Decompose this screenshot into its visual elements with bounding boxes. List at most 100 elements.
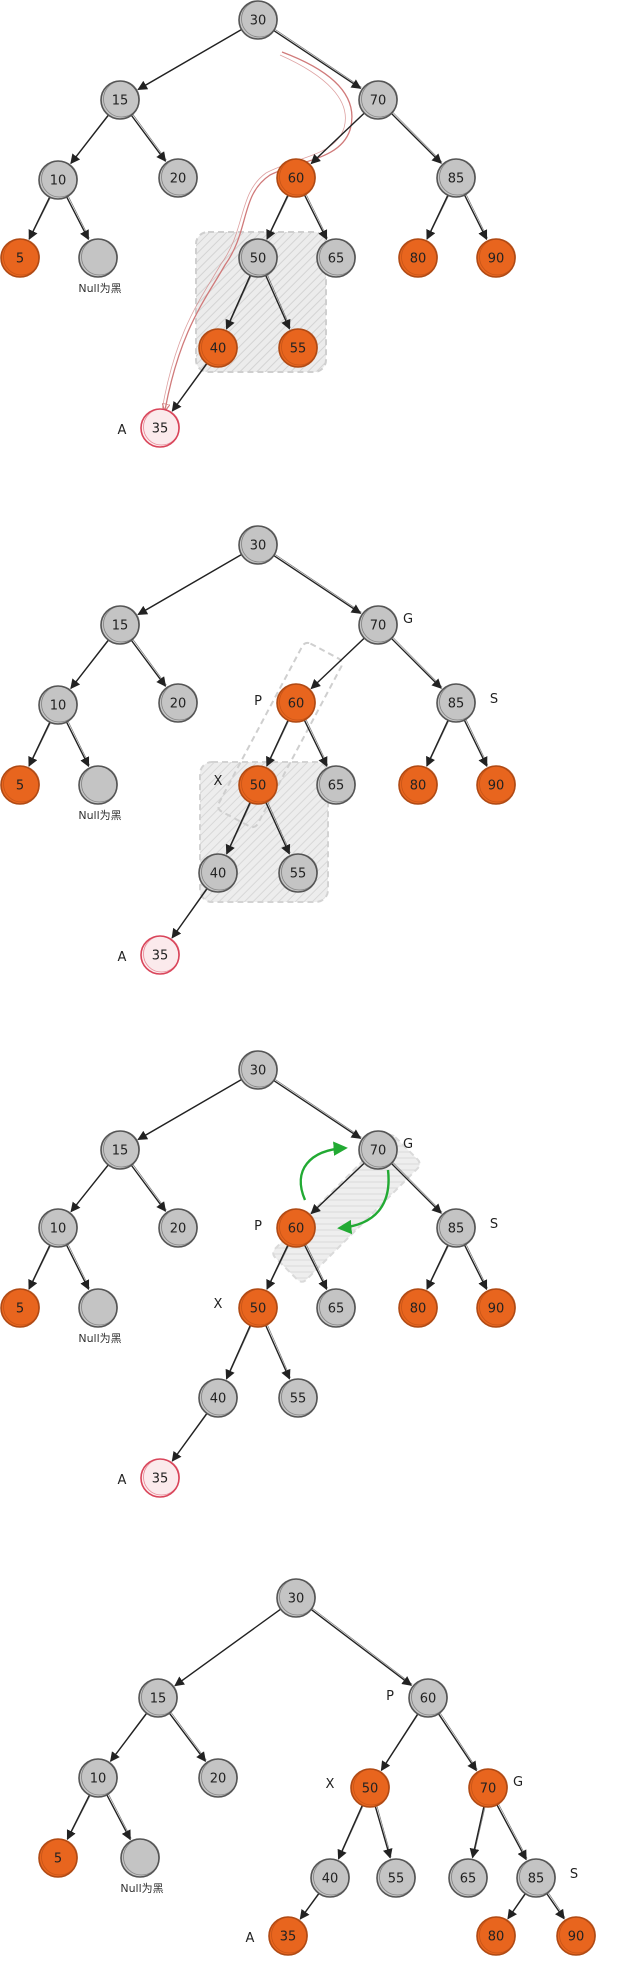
- tree-node-n55: 55: [278, 853, 318, 893]
- node-sketch-ring: [319, 1288, 356, 1326]
- node-sketch-ring: [143, 1458, 180, 1496]
- node-label: 10: [50, 174, 67, 189]
- edge-n10-n5: [66, 1794, 91, 1841]
- edge-n60-n65: [303, 194, 328, 241]
- edge-n10-n5: [28, 1244, 51, 1290]
- edge-sketch-n70-n85: [498, 1803, 528, 1859]
- edge-sketch-n60-n50: [267, 719, 290, 766]
- node-sketch-ring: [319, 238, 356, 276]
- node-label: 55: [388, 1872, 405, 1887]
- role-label-a: A: [118, 1473, 127, 1488]
- edge-sketch-n15-n10: [71, 113, 111, 163]
- tree-node-n35: 35: [140, 935, 180, 975]
- node-sketch-ring: [161, 1208, 198, 1246]
- tree-node-n80: 80: [476, 1916, 516, 1956]
- role-label-x: X: [214, 774, 223, 789]
- edge-sketch-n50-n40: [227, 801, 252, 854]
- tree-node-n80: 80: [398, 765, 438, 805]
- tree-node-n50: 50: [238, 1288, 278, 1328]
- edge-sketch-n40-n35: [173, 1412, 209, 1461]
- node-label: 80: [410, 1302, 427, 1317]
- node-label: 85: [448, 172, 465, 187]
- edges-step-4: [66, 1607, 566, 1920]
- edge-n60-n65: [303, 719, 328, 768]
- edge-n85-n90: [463, 194, 488, 241]
- edge-n70-n85: [390, 112, 442, 164]
- tree-node-null: Null为黑: [78, 1288, 122, 1345]
- node-label: 15: [112, 619, 129, 634]
- edge-sketch-n30-n70: [275, 1079, 362, 1138]
- edge-sketch-n10-null: [67, 720, 90, 766]
- node-label: 80: [488, 1930, 505, 1945]
- node-sketch-ring: [479, 765, 516, 803]
- node-sketch-ring: [281, 1378, 318, 1416]
- node-circle: [120, 1838, 160, 1878]
- highlight-box-step2-diag: [217, 641, 343, 829]
- tree-node-n60: 60: [276, 683, 316, 723]
- nodes-step-1: 30 15 70 10 20 60 85 5 Null为黑 50 65 80 90 40 55 35 A: [0, 0, 516, 448]
- edge-n30-n60: [310, 1608, 413, 1686]
- edge-sketch-n85-n90: [465, 718, 489, 766]
- tree-node-n55: 55: [376, 1858, 416, 1898]
- node-sketch-ring: [361, 1130, 398, 1168]
- node-sketch-ring: [281, 853, 318, 891]
- edge-n50-n40: [225, 275, 251, 330]
- tree-node-n70: 70: [468, 1768, 508, 1808]
- node-label: 5: [16, 1302, 24, 1317]
- edge-n85-n90: [546, 1893, 565, 1920]
- tree-node-n10: 10: [38, 160, 78, 200]
- edge-sketch-n10-null: [67, 195, 90, 239]
- node-label: 30: [250, 539, 267, 554]
- node-sketch-ring: [361, 80, 398, 118]
- tree-node-n15: 15: [100, 605, 140, 645]
- node-label: 15: [150, 1692, 167, 1707]
- tree-node-n10: 10: [38, 1208, 78, 1248]
- edge-n60-n50: [380, 1713, 419, 1772]
- node-sketch-ring: [471, 1768, 508, 1806]
- tree-node-n20: 20: [158, 683, 198, 723]
- node-sketch-ring: [81, 238, 118, 276]
- node-label: 55: [290, 342, 307, 357]
- node-label: 35: [152, 422, 169, 437]
- edge-sketch-n50-n40: [227, 274, 253, 328]
- node-label: 85: [448, 697, 465, 712]
- node-label: 50: [362, 1782, 379, 1797]
- edge-n85-n80: [426, 719, 449, 767]
- null-label: Null为黑: [78, 282, 121, 295]
- node-label: 60: [420, 1692, 437, 1707]
- node-sketch-ring: [451, 1858, 488, 1896]
- node-sketch-ring: [41, 685, 78, 723]
- tree-node-n40: 40: [198, 328, 238, 368]
- edge-n10-null: [106, 1794, 131, 1841]
- node-label: 40: [210, 342, 227, 357]
- node-sketch-ring: [3, 1288, 40, 1326]
- null-label: Null为黑: [78, 1332, 121, 1345]
- node-label: 30: [288, 1592, 305, 1607]
- node-sketch-ring: [361, 605, 398, 643]
- node-sketch-ring: [81, 1758, 118, 1796]
- tree-node-n35: 35: [140, 408, 180, 448]
- edge-sketch-n30-n15: [138, 1078, 244, 1139]
- node-circle: [78, 238, 118, 278]
- node-sketch-ring: [3, 765, 40, 803]
- node-sketch-ring: [123, 1838, 160, 1876]
- node-label: 65: [328, 779, 345, 794]
- node-label: 10: [50, 699, 67, 714]
- node-label: 50: [250, 1302, 267, 1317]
- tree-node-n5: 5: [0, 765, 40, 805]
- node-sketch-ring: [41, 1838, 78, 1876]
- edge-sketch-n60-n50: [267, 194, 290, 239]
- edge-n60-n50: [266, 194, 289, 240]
- edge-sketch-n50-n55: [376, 1805, 392, 1857]
- edge-sketch-n50-n55: [267, 801, 291, 854]
- edge-sketch-n15-n10: [71, 638, 111, 688]
- node-sketch-ring: [279, 683, 316, 721]
- rotate-arrows: [299, 1141, 390, 1235]
- edge-n85-n90: [463, 1244, 488, 1291]
- role-label-x: X: [214, 1297, 223, 1312]
- node-sketch-ring: [519, 1858, 556, 1896]
- edges-step-2: [28, 553, 489, 939]
- nodes-step-2: 30 15 70 10 20 60 85 5 Null为黑 50 65 80 90 40 55 35 A G P S X: [0, 525, 516, 975]
- node-sketch-ring: [279, 158, 316, 196]
